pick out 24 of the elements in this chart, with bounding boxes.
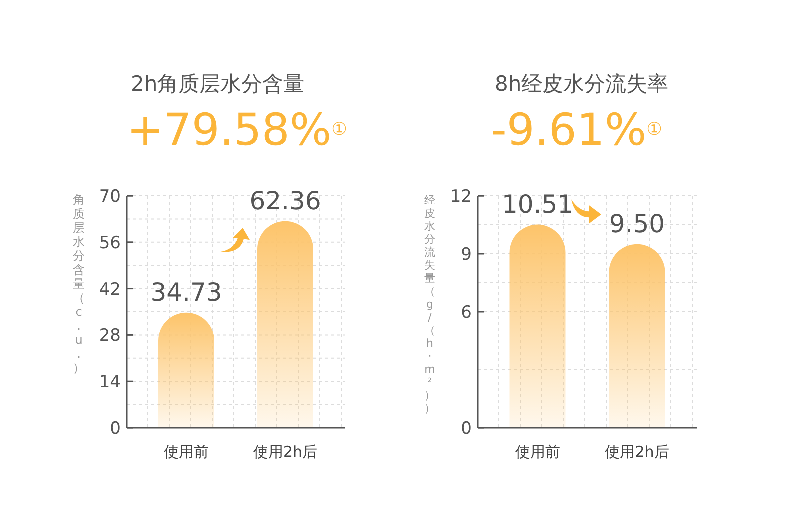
data-label: 10.51 — [502, 190, 574, 219]
x-tick-label: 使用2h后 — [605, 443, 670, 461]
x-tick-label: 使用前 — [164, 443, 209, 461]
text: 角质层水分含量（c.u.） — [73, 193, 85, 375]
y-tick-label: 28 — [99, 326, 121, 346]
chart-subtitle: +79.58%$^{①}$ — [127, 105, 348, 156]
x-tick-label: 使用前 — [515, 443, 560, 461]
chart-title: 8h经皮水分流失率 — [495, 72, 669, 96]
data-label: 9.50 — [609, 209, 666, 238]
chart-subtitle: -9.61%$^{①}$ — [491, 105, 662, 156]
y-tick-label: 0 — [461, 419, 472, 439]
x-tick-label: 使用2h后 — [253, 443, 318, 461]
y-tick-label: 70 — [99, 187, 121, 207]
y-tick-label: 9 — [461, 245, 472, 265]
data-label: 62.36 — [250, 186, 322, 216]
chart-title: 2h角质层水分含量 — [131, 72, 305, 96]
text: 经皮水分流失量（g/（h·m²）） — [424, 194, 436, 415]
y-tick-label: 6 — [461, 303, 472, 323]
y-tick-label: 56 — [99, 233, 121, 254]
y-tick-label: 14 — [99, 372, 121, 393]
y-tick-label: 12 — [450, 187, 472, 207]
y-tick-label: 42 — [99, 280, 121, 300]
data-label: 34.73 — [150, 278, 222, 307]
y-tick-label: 0 — [110, 419, 121, 439]
